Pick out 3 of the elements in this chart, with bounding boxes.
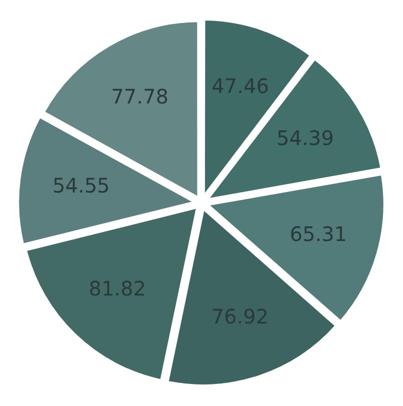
data-label: 54.55 [52, 173, 110, 198]
data-label: 65.31 [290, 222, 347, 246]
data-label: 77.78 [111, 84, 168, 109]
